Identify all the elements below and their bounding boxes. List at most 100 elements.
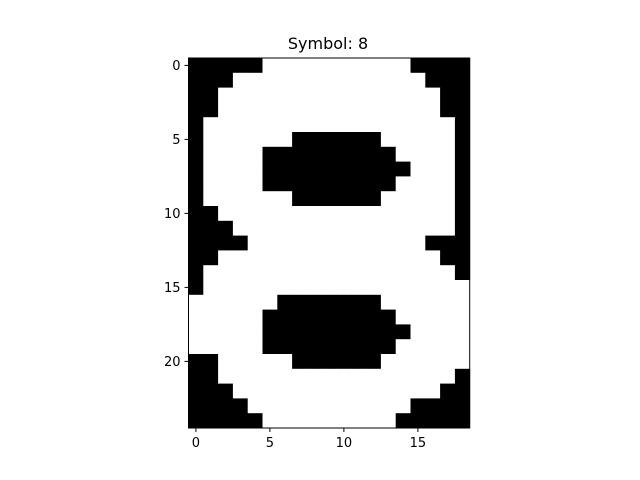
pixel-cell (248, 147, 263, 162)
pixel-cell (189, 324, 204, 339)
pixel-cell (411, 413, 426, 428)
pixel-cell (263, 324, 278, 339)
pixel-cell (351, 310, 366, 325)
pixel-cell (440, 324, 455, 339)
pixel-cell (203, 354, 218, 369)
pixel-cell (263, 413, 278, 428)
pixel-cell (218, 88, 233, 103)
pixel-cell (337, 162, 352, 177)
pixel-cell (233, 369, 248, 384)
pixel-cell (396, 147, 411, 162)
pixel-cell (440, 310, 455, 325)
pixel-cell (218, 221, 233, 236)
pixel-cell (337, 354, 352, 369)
pixel-cell (322, 132, 337, 147)
pixel-cell (455, 354, 470, 369)
pixel-cell (218, 162, 233, 177)
pixel-cell (248, 206, 263, 221)
pixel-cell (263, 265, 278, 280)
pixel-cell (366, 132, 381, 147)
pixel-cell (455, 147, 470, 162)
pixel-cell (322, 413, 337, 428)
pixel-cell (366, 354, 381, 369)
pixel-cell (233, 102, 248, 117)
pixel-cell (189, 295, 204, 310)
pixel-cell (277, 369, 292, 384)
pixel-cell (263, 339, 278, 354)
pixel-cell (440, 280, 455, 295)
pixel-cell (233, 206, 248, 221)
pixel-cell (381, 58, 396, 73)
pixel-cell (337, 191, 352, 206)
pixel-cell (440, 191, 455, 206)
pixel-cell (455, 117, 470, 132)
pixel-cell (263, 369, 278, 384)
pixel-cell (307, 191, 322, 206)
pixel-cell (189, 206, 204, 221)
pixel-cell (351, 147, 366, 162)
pixel-cell (366, 310, 381, 325)
pixel-cell (396, 162, 411, 177)
pixel-cell (248, 339, 263, 354)
pixel-cell (292, 117, 307, 132)
pixel-cell (189, 88, 204, 103)
pixel-cell (425, 88, 440, 103)
pixel-cell (248, 265, 263, 280)
pixel-cell (322, 147, 337, 162)
pixel-cell (351, 73, 366, 88)
pixel-cell (263, 384, 278, 399)
pixel-cell (411, 398, 426, 413)
pixel-cell (440, 88, 455, 103)
pixel-cell (307, 265, 322, 280)
pixel-cell (277, 58, 292, 73)
pixel-cell (233, 176, 248, 191)
pixel-cell (248, 295, 263, 310)
pixel-cell (233, 354, 248, 369)
pixel-cell (411, 162, 426, 177)
pixel-cell (307, 384, 322, 399)
pixel-cell (351, 324, 366, 339)
pixel-cell (248, 310, 263, 325)
pixel-cell (411, 206, 426, 221)
pixel-cell (337, 384, 352, 399)
pixel-cell (203, 73, 218, 88)
y-tick-label: 20 (164, 355, 181, 370)
pixel-cell (381, 117, 396, 132)
pixel-cell (292, 413, 307, 428)
pixel-cell (425, 369, 440, 384)
pixel-cell (411, 280, 426, 295)
pixel-cell (248, 132, 263, 147)
pixel-cell (218, 384, 233, 399)
pixel-cell (411, 102, 426, 117)
pixel-cell (307, 176, 322, 191)
pixel-cell (277, 191, 292, 206)
pixel-cell (411, 132, 426, 147)
pixel-cell (307, 73, 322, 88)
pixel-cell (381, 398, 396, 413)
pixel-cell (218, 413, 233, 428)
pixel-cell (411, 221, 426, 236)
pixel-cell (189, 73, 204, 88)
pixel-cell (425, 310, 440, 325)
pixel-cell (425, 73, 440, 88)
pixel-cell (218, 117, 233, 132)
pixel-cell (337, 339, 352, 354)
pixel-cell (440, 265, 455, 280)
pixel-cell (203, 162, 218, 177)
pixel-cell (381, 88, 396, 103)
pixel-cell (307, 413, 322, 428)
pixel-cell (411, 58, 426, 73)
pixel-cell (351, 58, 366, 73)
pixel-cell (351, 280, 366, 295)
pixel-cell (351, 102, 366, 117)
pixel-cell (337, 176, 352, 191)
pixel-cell (248, 191, 263, 206)
pixel-cell (203, 310, 218, 325)
pixel-cell (277, 162, 292, 177)
pixel-cell (351, 250, 366, 265)
pixel-cell (381, 132, 396, 147)
y-axis: 0 5 10 15 20 (164, 59, 189, 370)
pixel-cell (277, 102, 292, 117)
pixel-cell (366, 413, 381, 428)
